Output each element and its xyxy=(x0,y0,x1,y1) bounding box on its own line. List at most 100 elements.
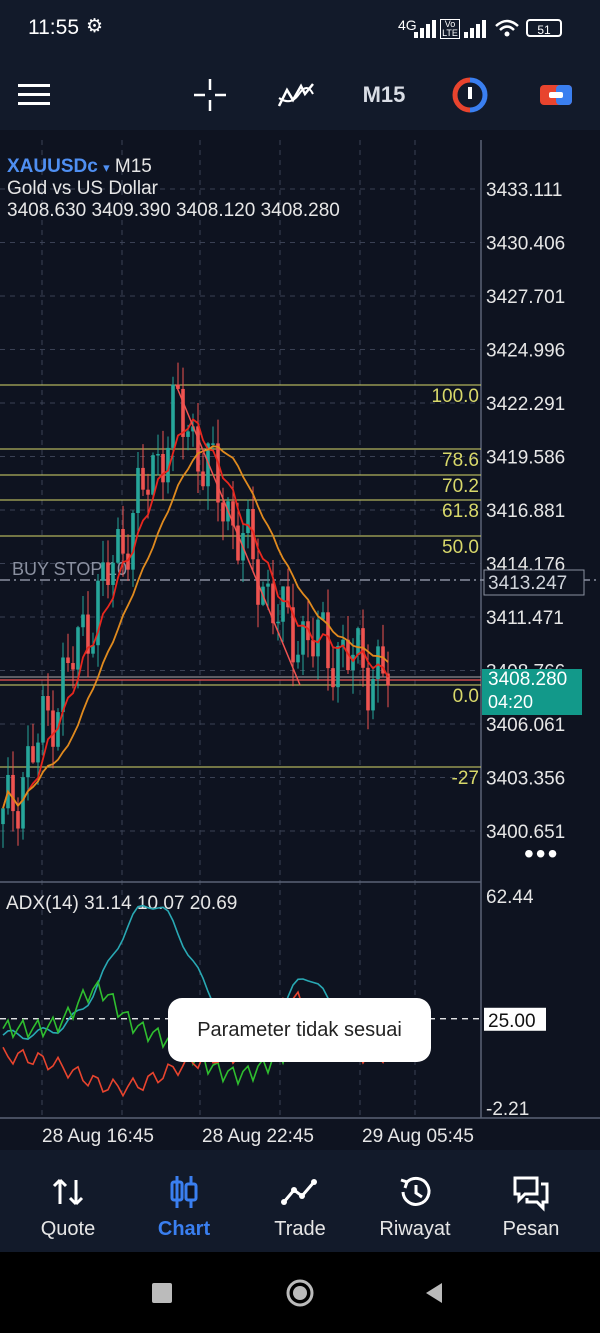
status-time: 11:55 xyxy=(28,16,79,39)
adx-axis-label: -2.21 xyxy=(486,1099,529,1120)
square-icon xyxy=(152,1282,172,1303)
current-price: 3408.280 xyxy=(488,669,568,690)
candle-body xyxy=(221,502,225,522)
candle-body xyxy=(161,454,165,483)
candle-body xyxy=(76,627,80,670)
candle-body xyxy=(176,384,180,389)
adx-indicator-label: ADX(14) 31.14 10.07 20.69 xyxy=(6,893,237,914)
nav-chart[interactable]: Chart xyxy=(126,1150,242,1252)
nav-chart-label: Chart xyxy=(157,1218,211,1240)
volte-badge: Vo LTE xyxy=(440,19,460,39)
candle-body xyxy=(101,562,105,581)
candle-body xyxy=(141,467,145,490)
moving-average-fast-line xyxy=(2,418,389,809)
candle-body xyxy=(116,529,120,563)
symbol-description: Gold vs US Dollar xyxy=(7,178,158,199)
candle-body xyxy=(156,454,160,456)
indicators-button[interactable] xyxy=(276,60,316,130)
candle-body xyxy=(151,455,155,495)
nav-pesan[interactable]: Pesan xyxy=(473,1150,589,1252)
price-chart[interactable]: 3433.111 3430.406 3427.701 3424.996 3422.291… xyxy=(0,138,600,1150)
candle-body xyxy=(26,746,30,778)
price-axis-label: 3427.701 xyxy=(486,287,565,308)
more-options-icon[interactable]: ••• xyxy=(524,838,560,869)
price-axis-label: 3422.291 xyxy=(486,394,565,415)
candle-body xyxy=(276,621,280,624)
price-axis-label: 3406.061 xyxy=(486,715,565,736)
candle-body xyxy=(311,640,315,657)
candle-body xyxy=(146,489,150,495)
fibonacci-level-label: 78.6 xyxy=(442,450,479,471)
candle-body xyxy=(296,654,300,663)
hamburger-menu-icon xyxy=(18,84,50,105)
candle-body xyxy=(111,562,115,585)
candle-body xyxy=(381,646,385,674)
home-button[interactable] xyxy=(260,1252,340,1333)
candle-body xyxy=(16,811,20,829)
candle-body xyxy=(86,614,90,654)
timeframe-label: M15 xyxy=(362,82,406,107)
candle-body xyxy=(66,657,70,664)
nav-trade[interactable]: Trade xyxy=(242,1150,358,1252)
candle-body xyxy=(216,443,220,503)
buy-stop-label: BUY STOP 10 xyxy=(12,559,127,579)
quote-arrows-icon xyxy=(52,1178,84,1206)
candle-body xyxy=(356,628,360,655)
candle-body xyxy=(191,426,195,432)
buy-stop-price-box xyxy=(483,569,585,596)
candle-body xyxy=(181,388,185,437)
symbol-name[interactable]: XAUUSDc xyxy=(7,156,98,177)
trading-panel-button[interactable] xyxy=(536,60,576,130)
candle-body xyxy=(81,614,85,628)
nav-quote[interactable]: Quote xyxy=(10,1150,126,1252)
adx-line xyxy=(2,904,389,1041)
symbol-timeframe: M15 xyxy=(114,156,152,177)
candle-body xyxy=(21,777,25,829)
candle-body xyxy=(41,696,45,743)
candle-body xyxy=(286,586,290,608)
symbol-dropdown-icon[interactable]: ▾ xyxy=(103,160,110,175)
settings-gear-icon: ⚙ xyxy=(86,16,104,37)
bottom-navigation: Quote Chart Trade Riwayat Pesan xyxy=(0,1150,600,1252)
candle-body xyxy=(131,513,135,570)
nav-trade-label: Trade xyxy=(274,1218,326,1240)
trading-panel-icon xyxy=(540,85,572,105)
circle-icon xyxy=(286,1279,314,1306)
candle-body xyxy=(136,467,140,514)
fibonacci-anchor-line xyxy=(175,384,301,686)
signal-icon xyxy=(414,20,436,38)
recent-apps-button[interactable] xyxy=(122,1252,202,1333)
fibonacci-level-label: 70.2 xyxy=(442,476,479,497)
fibonacci-level-label: 100.0 xyxy=(431,386,479,407)
candle-body xyxy=(91,645,95,654)
candle-body xyxy=(341,639,345,646)
candle-body xyxy=(171,384,175,448)
candle-body xyxy=(291,607,295,663)
ohlc-values: 3408.630 3409.390 3408.120 3408.280 xyxy=(7,200,340,221)
one-click-trading-button[interactable] xyxy=(450,60,490,130)
wifi-icon xyxy=(495,19,519,37)
fibonacci-level-label: 61.8 xyxy=(442,501,479,522)
candle-body xyxy=(321,612,325,620)
fibonacci-level-label: -27 xyxy=(452,768,479,789)
nav-riwayat[interactable]: Riwayat xyxy=(357,1150,473,1252)
one-click-trading-icon xyxy=(452,77,488,113)
back-button[interactable] xyxy=(394,1252,474,1333)
status-bar: 11:55 ⚙ 4G Vo LTE 51 xyxy=(0,0,600,60)
nav-quote-label: Quote xyxy=(40,1218,96,1240)
moving-average-slow-line xyxy=(2,445,389,809)
network-type: 4G xyxy=(398,17,417,33)
crosshair-button[interactable] xyxy=(190,60,230,130)
candle-body xyxy=(301,621,305,655)
candle-body xyxy=(371,678,375,711)
current-price-label: 3408.280 04:20 xyxy=(482,669,582,715)
candle-body xyxy=(1,808,5,825)
price-axis-label: 3403.356 xyxy=(486,769,565,790)
candle-body xyxy=(326,612,330,669)
candle-body xyxy=(186,431,190,437)
menu-button[interactable] xyxy=(14,60,54,130)
candle-body xyxy=(376,646,380,679)
time-axis-label: 28 Aug 16:45 xyxy=(42,1126,154,1147)
candle-body xyxy=(61,657,65,713)
timeframe-button[interactable]: M15 xyxy=(356,60,412,130)
